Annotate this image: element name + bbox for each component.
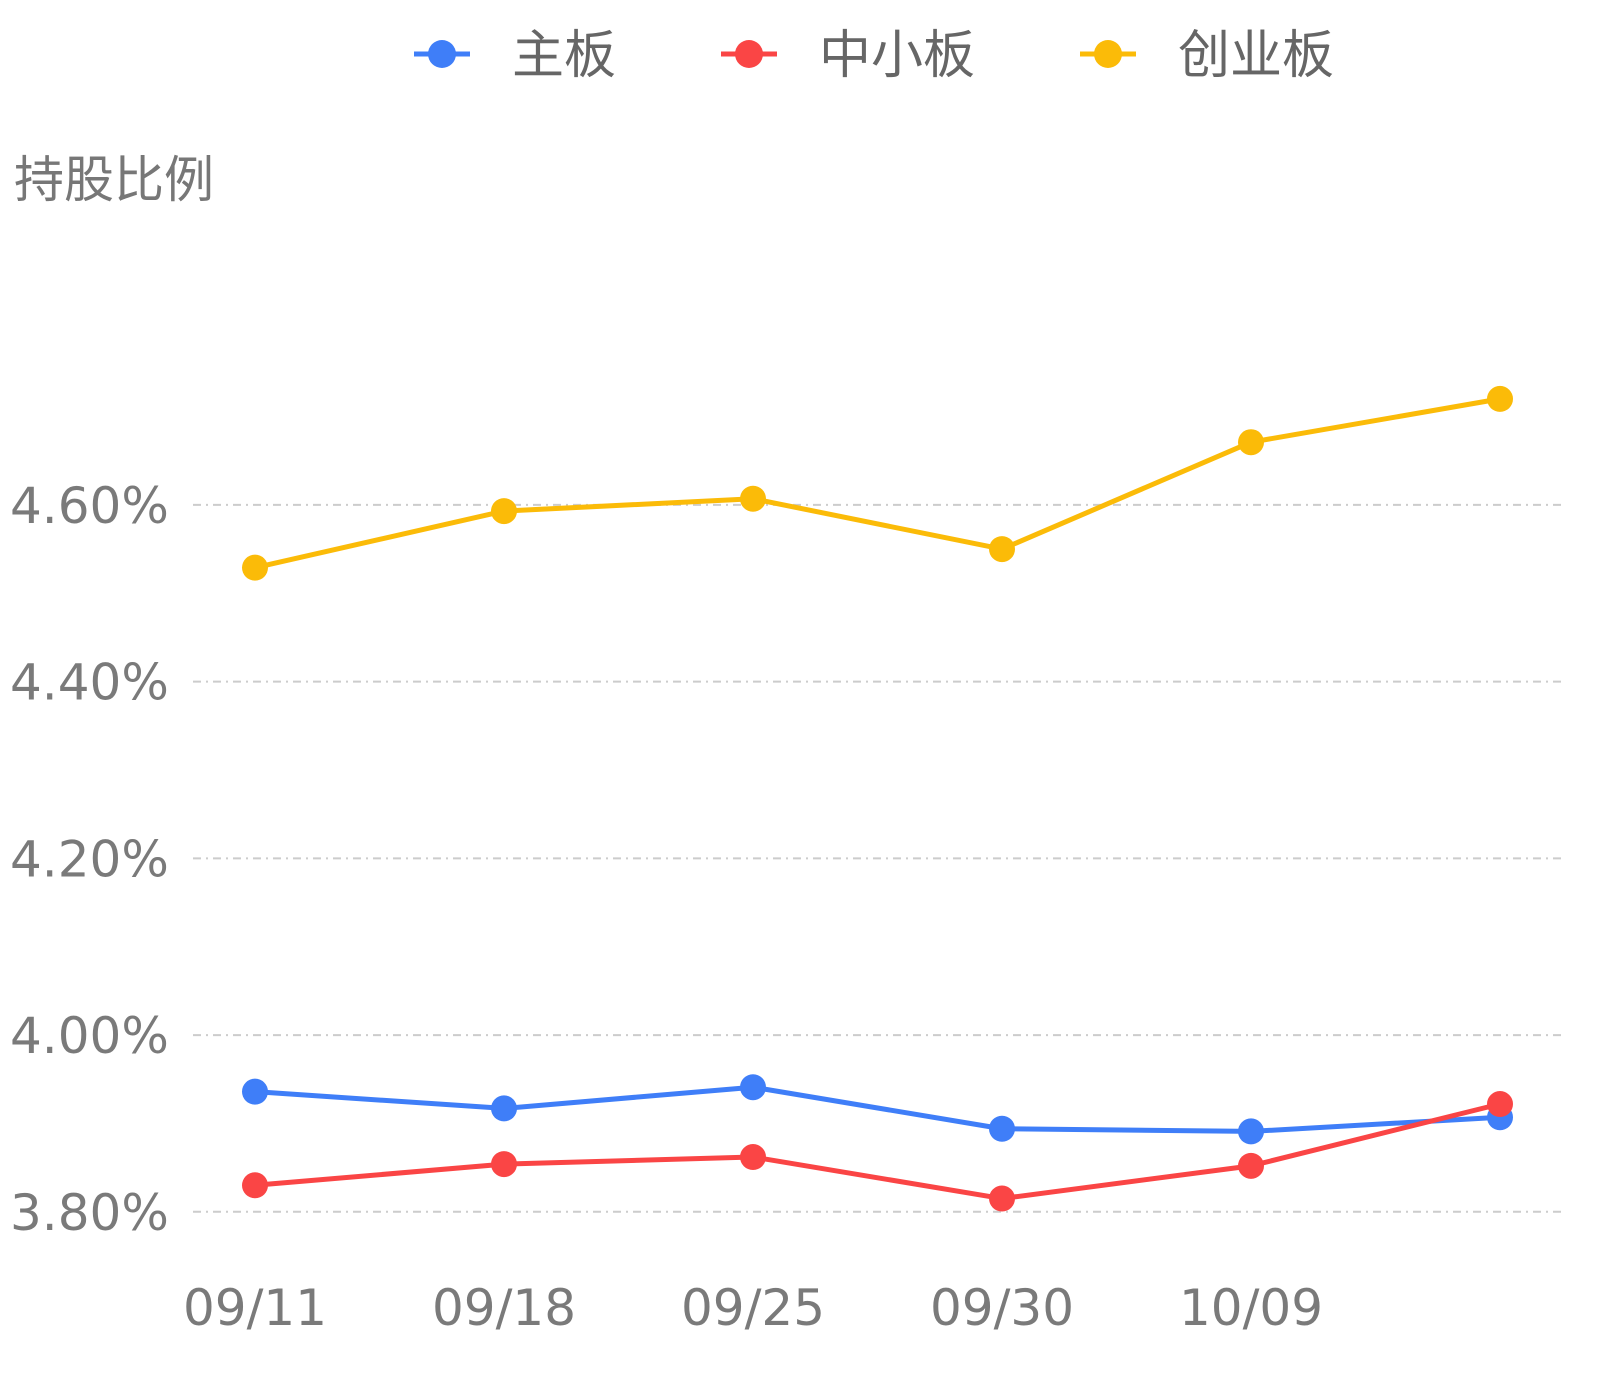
data-point[interactable]	[491, 1095, 517, 1122]
series-line	[252, 396, 1503, 571]
legend-marker	[735, 40, 763, 68]
y-tick-label: 4.20%	[10, 830, 169, 888]
data-point[interactable]	[1238, 1118, 1264, 1145]
x-tick-label: 09/30	[930, 1279, 1074, 1337]
data-point[interactable]	[242, 554, 268, 581]
series	[242, 1074, 1513, 1145]
data-point[interactable]	[242, 1078, 268, 1105]
legend-marker	[1094, 40, 1122, 68]
legend: 主板 中小板 创业板	[414, 26, 1334, 86]
x-tick-label: 09/25	[681, 1279, 825, 1337]
y-axis-title: 持股比例	[14, 151, 214, 209]
data-point[interactable]	[740, 1074, 766, 1101]
gridlines	[193, 503, 1562, 1213]
y-tick-label: 4.00%	[10, 1007, 169, 1065]
legend-label: 创业板	[1178, 26, 1334, 86]
data-point[interactable]	[1487, 1091, 1513, 1118]
x-tick-label: 10/09	[1179, 1279, 1323, 1337]
y-tick-label: 4.60%	[10, 477, 169, 535]
data-point[interactable]	[1238, 1152, 1264, 1179]
data-point[interactable]	[740, 485, 766, 512]
y-axis-ticks: 3.80% 4.00% 4.20% 4.40% 4.60%	[10, 477, 169, 1242]
data-point[interactable]	[989, 536, 1015, 563]
series	[242, 385, 1513, 581]
y-tick-label: 4.40%	[10, 654, 169, 712]
legend-label: 主板	[512, 26, 616, 86]
series-group	[242, 385, 1513, 1212]
series-line	[252, 1101, 1503, 1202]
x-axis-ticks: 09/11 09/18 09/25 09/30 10/09	[183, 1279, 1323, 1337]
data-point[interactable]	[989, 1115, 1015, 1142]
data-point[interactable]	[242, 1172, 268, 1199]
legend-marker	[428, 40, 456, 68]
data-point[interactable]	[1238, 429, 1264, 456]
data-point[interactable]	[491, 498, 517, 525]
x-tick-label: 09/18	[432, 1279, 576, 1337]
data-point[interactable]	[491, 1151, 517, 1178]
y-tick-label: 3.80%	[10, 1184, 169, 1242]
legend-label: 中小板	[819, 26, 975, 86]
data-point[interactable]	[740, 1144, 766, 1171]
series	[242, 1091, 1513, 1212]
x-tick-label: 09/11	[183, 1279, 327, 1337]
data-point[interactable]	[1487, 385, 1513, 412]
data-point[interactable]	[989, 1185, 1015, 1212]
series-line	[252, 1084, 1503, 1134]
